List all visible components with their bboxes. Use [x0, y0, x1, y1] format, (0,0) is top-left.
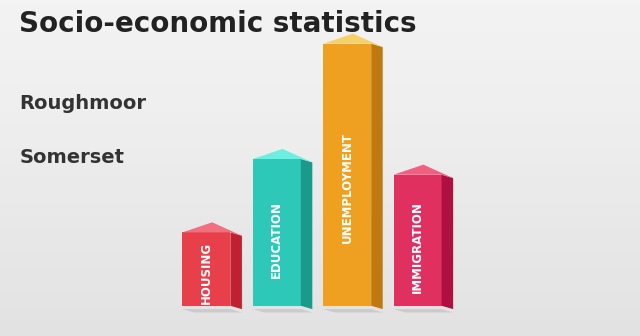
Polygon shape [182, 309, 242, 312]
Polygon shape [253, 159, 301, 306]
Polygon shape [253, 309, 312, 312]
Polygon shape [394, 309, 453, 312]
Text: IMMIGRATION: IMMIGRATION [411, 201, 424, 293]
Polygon shape [394, 165, 453, 178]
Polygon shape [323, 44, 371, 306]
Polygon shape [253, 149, 312, 162]
Text: Socio-economic statistics: Socio-economic statistics [19, 10, 417, 38]
Polygon shape [442, 175, 453, 309]
Polygon shape [230, 233, 242, 309]
Polygon shape [323, 309, 383, 312]
Polygon shape [394, 175, 442, 306]
Text: Roughmoor: Roughmoor [19, 94, 146, 113]
Polygon shape [182, 233, 230, 306]
Text: EDUCATION: EDUCATION [270, 201, 284, 278]
Polygon shape [301, 159, 312, 309]
Polygon shape [371, 44, 383, 309]
Polygon shape [323, 34, 383, 47]
Text: HOUSING: HOUSING [200, 242, 213, 304]
Polygon shape [182, 222, 242, 236]
Text: Somerset: Somerset [19, 148, 124, 167]
Text: UNEMPLOYMENT: UNEMPLOYMENT [340, 132, 354, 243]
